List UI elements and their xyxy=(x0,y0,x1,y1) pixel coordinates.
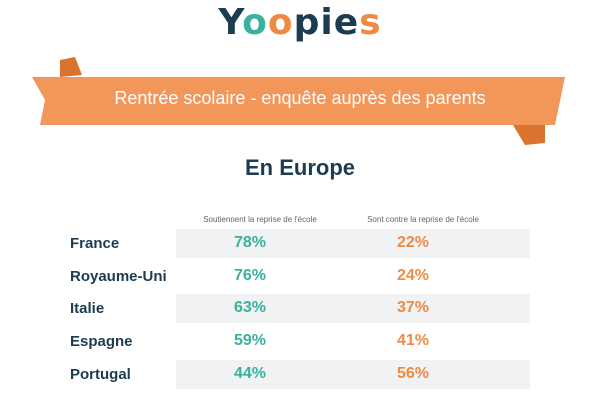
support-value: 78% xyxy=(233,234,267,251)
against-value: 41% xyxy=(396,332,430,349)
column-header-against: Sont contre la reprise de l'école xyxy=(367,215,479,224)
column-header-support: Soutiennent la reprise de l'école xyxy=(203,215,317,224)
row-band xyxy=(176,360,530,389)
support-value: 44% xyxy=(233,365,267,382)
banner-title: Rentrée scolaire - enquête auprès des pa… xyxy=(114,88,486,108)
country-label: Portugal xyxy=(70,366,131,383)
table-row: France 78% 22% xyxy=(60,229,530,258)
table-row: Italie 63% 37% xyxy=(60,294,530,323)
table-row: Espagne 59% 41% xyxy=(60,327,530,356)
row-band xyxy=(176,229,530,258)
against-value: 56% xyxy=(396,365,430,382)
table-row: Royaume-Uni 76% 24% xyxy=(60,262,530,291)
yoopies-logo: Yoopies xyxy=(218,2,382,43)
row-band xyxy=(176,294,530,323)
country-label: Italie xyxy=(70,300,105,317)
country-label: Espagne xyxy=(70,333,133,350)
country-label: France xyxy=(70,235,120,252)
country-label: Royaume-Uni xyxy=(70,268,167,285)
against-value: 22% xyxy=(396,234,430,251)
support-value: 76% xyxy=(233,267,267,284)
table-row: Portugal 44% 56% xyxy=(60,360,530,389)
support-value: 59% xyxy=(233,332,267,349)
against-value: 24% xyxy=(396,267,430,284)
against-value: 37% xyxy=(396,299,430,316)
banner-ribbon xyxy=(32,57,565,145)
support-value: 63% xyxy=(233,299,267,316)
section-title: En Europe xyxy=(244,155,355,180)
